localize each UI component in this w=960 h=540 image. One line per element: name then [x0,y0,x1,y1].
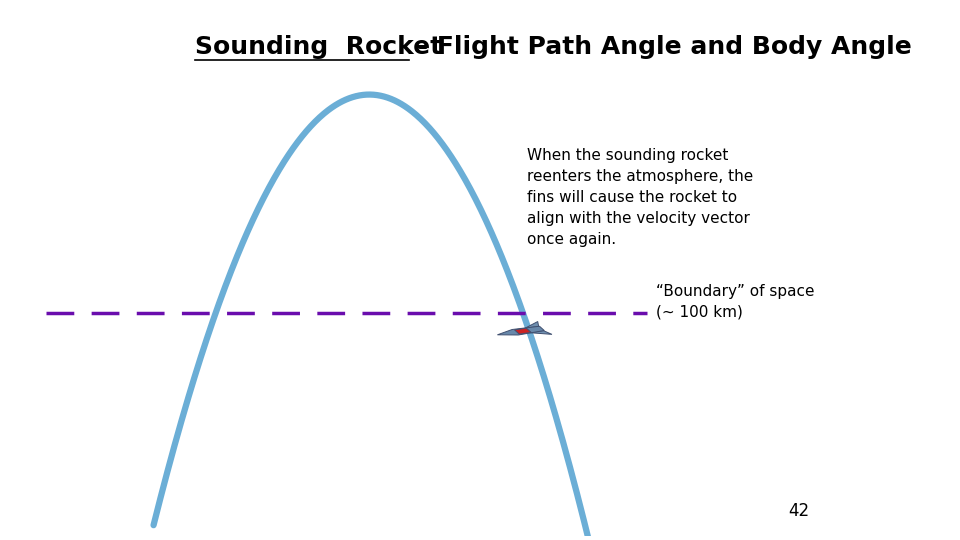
Polygon shape [529,330,552,334]
Text: When the sounding rocket
reenters the atmosphere, the
fins will cause the rocket: When the sounding rocket reenters the at… [527,148,754,247]
Text: 42: 42 [788,502,809,520]
Polygon shape [497,326,544,335]
Text: Sounding  Rocket: Sounding Rocket [195,35,443,59]
Text: - Flight Path Angle and Body Angle: - Flight Path Angle and Body Angle [409,35,912,59]
Polygon shape [525,321,539,328]
Text: “Boundary” of space
(~ 100 km): “Boundary” of space (~ 100 km) [656,284,814,320]
Polygon shape [515,328,531,334]
